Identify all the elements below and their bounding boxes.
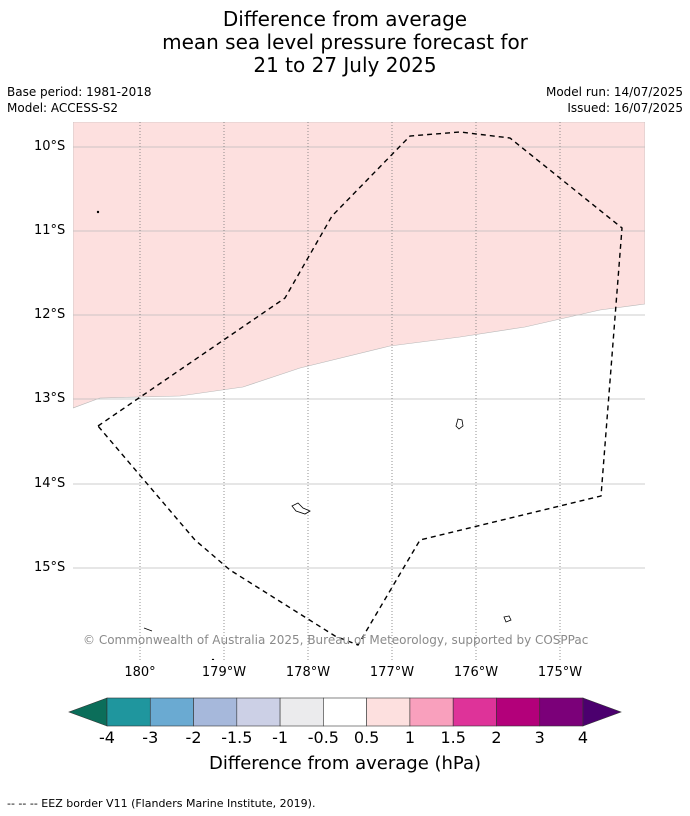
colorbar-label: Difference from average (hPa) — [208, 753, 482, 774]
colorbar-tick-label: -3 — [142, 728, 159, 747]
colorbar-tick-label: 4 — [577, 728, 589, 747]
lat-label-15s: 15°S — [34, 560, 66, 575]
island-4 — [143, 627, 153, 632]
chart-title: Difference from average mean sea level p… — [0, 8, 690, 77]
colorbar-tick-label: 3 — [534, 728, 545, 747]
meta-right: Model run: 14/07/2025 Issued: 16/07/2025 — [546, 84, 683, 116]
colorbar-tick-label: -1.5 — [221, 728, 253, 747]
colorbar-swatch — [539, 697, 584, 727]
colorbar-extend-low — [68, 697, 108, 727]
title-line-1: Difference from average — [222, 7, 468, 31]
lon-label-176w: 176°W — [453, 665, 499, 680]
colorbar-tick-label: 2 — [491, 728, 502, 747]
colorbar-swatch — [496, 697, 541, 727]
copyright-notice: © Commonwealth of Australia 2025, Bureau… — [83, 633, 589, 647]
title-line-2: mean sea level pressure forecast for — [162, 30, 528, 54]
colorbar-swatch — [409, 697, 454, 727]
lon-label-177w: 177°W — [369, 665, 415, 680]
issued-date: Issued: 16/07/2025 — [567, 101, 683, 115]
island-5 — [96, 210, 100, 214]
colorbar-tick-label: 0.5 — [353, 728, 380, 747]
eez-border — [96, 131, 623, 646]
colorbar-swatch — [193, 697, 238, 727]
lat-label-10s: 10°S — [34, 139, 66, 154]
colorbar-tick-label: 1.5 — [440, 728, 466, 747]
island-6 — [211, 658, 215, 660]
colorbar-swatch — [452, 697, 497, 727]
latitude-gridlines — [73, 146, 645, 569]
colorbar-tick-label: 1 — [404, 728, 415, 747]
title-line-3: 21 to 27 July 2025 — [253, 53, 437, 77]
colorbar-tick-label: -0.5 — [307, 728, 339, 747]
meta-left: Base period: 1981-2018 Model: ACCESS-S2 — [7, 84, 152, 116]
lon-label-180: 180° — [124, 665, 156, 680]
colorbar-swatch — [149, 697, 194, 727]
lat-label-14s: 14°S — [34, 476, 66, 491]
colorbar-swatch — [106, 697, 151, 727]
lon-label-179w: 179°W — [201, 665, 247, 680]
lon-label-175w: 175°W — [537, 665, 583, 680]
lon-label-178w: 178°W — [285, 665, 331, 680]
colorbar-tick-label: -1 — [272, 728, 289, 747]
anomaly-region-0.5-1 — [73, 122, 645, 409]
colorbar-swatch — [279, 697, 324, 727]
colorbar-tick-label: -4 — [99, 728, 115, 747]
model-name: Model: ACCESS-S2 — [7, 101, 119, 115]
model-run: Model run: 14/07/2025 — [545, 85, 683, 99]
colorbar-swatch — [323, 697, 367, 727]
lat-label-11s: 11°S — [34, 223, 66, 238]
colorbar-tick-label: -2 — [185, 728, 202, 747]
colorbar-swatch — [236, 697, 281, 727]
colorbar — [68, 697, 622, 727]
lat-label-12s: 12°S — [34, 307, 66, 322]
base-period: Base period: 1981-2018 — [7, 85, 152, 99]
island-2 — [291, 502, 311, 515]
islands — [96, 210, 512, 660]
island-1 — [455, 418, 464, 430]
colorbar-extend-high — [582, 697, 622, 727]
eez-legend-note: -- -- -- EEZ border V11 (Flanders Marine… — [7, 797, 316, 810]
lat-label-13s: 13°S — [34, 391, 66, 406]
colorbar-swatch — [366, 697, 411, 727]
island-3 — [503, 615, 512, 623]
